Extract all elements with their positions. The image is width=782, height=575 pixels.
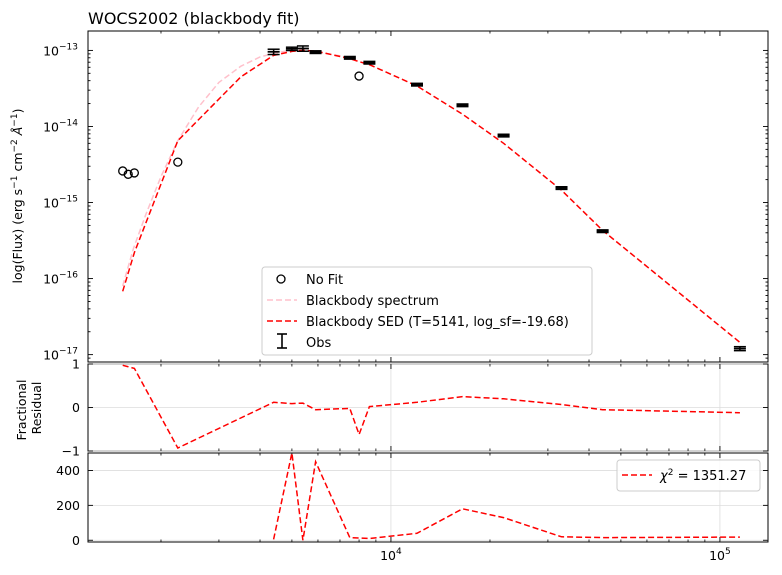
residual-line	[122, 364, 740, 449]
obs-errorbar	[285, 46, 298, 52]
chi2-legend-box	[616, 459, 761, 492]
obs-errorbar	[296, 45, 309, 52]
legend-label-chi2: χ2 = 1351.27	[659, 468, 746, 484]
y-tick-label: 10−14	[43, 118, 78, 134]
obs-errorbar	[410, 82, 423, 87]
obs-errorbar	[555, 186, 568, 191]
chart-title: WOCS2002 (blackbody fit)	[88, 9, 300, 28]
obs-errorbar	[497, 133, 510, 138]
y-tick-label: 10−17	[43, 347, 78, 363]
y-tick-label: 400	[56, 463, 80, 478]
sed-legend: No Fit Blackbody spectrum Blackbody SED …	[261, 266, 593, 356]
legend-label-bb-sed: Blackbody SED (T=5141, log_sf=-19.68)	[306, 315, 569, 330]
obs-errorbar	[343, 55, 356, 60]
legend-label-bb-spectrum: Blackbody spectrum	[306, 294, 439, 309]
y-tick-label: 10−15	[43, 195, 78, 211]
y-tick-label: 200	[56, 498, 80, 513]
y-tick-label: 0	[72, 533, 80, 548]
sed-panel-frame	[87, 30, 769, 363]
obs-errorbar	[363, 60, 376, 65]
obs-errorbar	[596, 229, 609, 234]
residual-ylabel: Fractional Residual	[14, 375, 44, 440]
chi2-legend: χ2 = 1351.27	[616, 459, 761, 492]
legend-label-obs: Obs	[306, 336, 331, 351]
sed-ylabel: log(Flux) (erg s−1 cm−2 Å−1)	[10, 109, 25, 284]
chi2-panel-frame	[87, 452, 769, 543]
obs-errorbar	[267, 48, 280, 56]
blackbody-sed-line	[121, 49, 741, 343]
no-fit-point	[173, 157, 183, 167]
y-tick-label: 0	[72, 400, 80, 415]
obs-errorbar	[309, 50, 322, 55]
y-tick-label: 10−13	[43, 42, 78, 58]
y-tick-label: 10−16	[43, 271, 78, 287]
x-tick-label: 105	[709, 547, 731, 563]
blackbody-spectrum-line	[121, 49, 377, 287]
obs-errorbar	[456, 103, 469, 108]
data-series	[118, 45, 746, 541]
no-fit-point	[129, 168, 140, 178]
legend-marker-obs	[277, 333, 287, 349]
axis-ticks: 104 105 10−13 10−14 10−15 10−16 10−171 0 −1 0 200 4…	[43, 31, 768, 563]
chi2-line	[272, 452, 740, 541]
no-fit-point	[354, 71, 364, 81]
sed-legend-box	[261, 266, 593, 356]
no-fit-point	[123, 169, 133, 179]
legend-label-no-fit: No Fit	[306, 273, 343, 288]
y-tick-label: 1	[72, 357, 80, 372]
x-tick-label: 104	[380, 547, 402, 563]
legend-marker-no-fit	[276, 274, 286, 284]
obs-errorbar	[733, 345, 746, 352]
y-tick-label: −1	[62, 444, 80, 459]
